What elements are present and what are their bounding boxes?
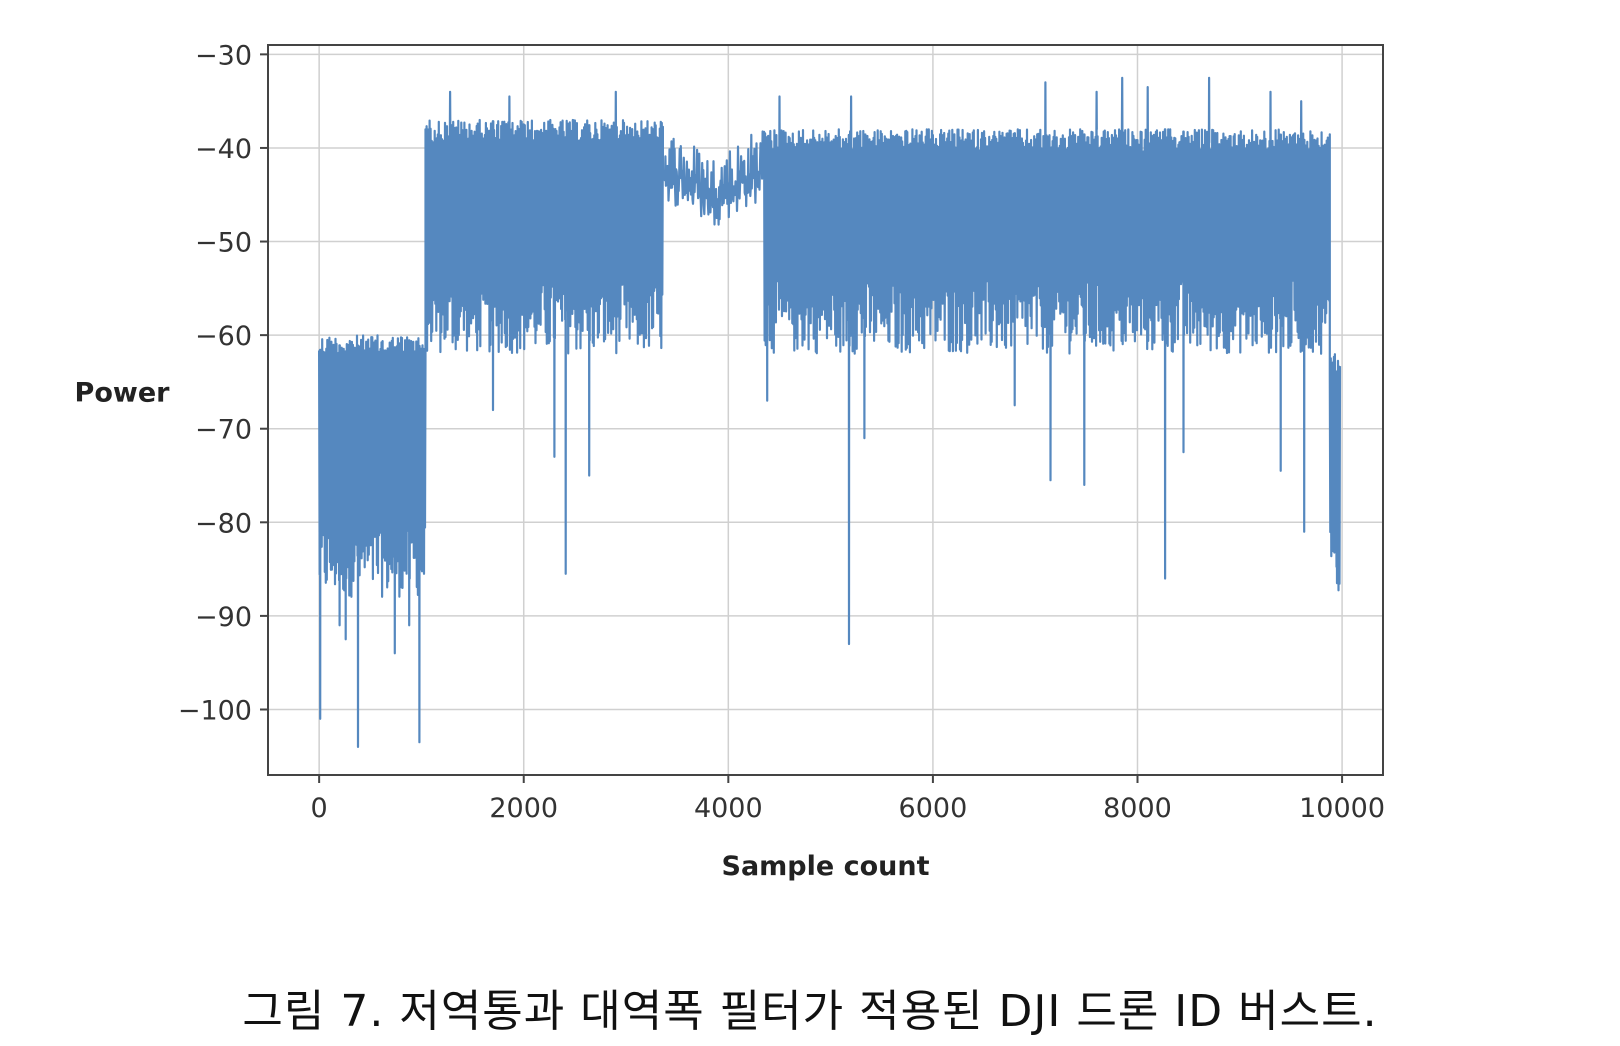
y-tick-label: −40 (195, 134, 252, 165)
x-tick-label: 10000 (1299, 793, 1385, 824)
x-axis-label: Sample count (722, 851, 930, 882)
power-line (318, 76, 1342, 748)
x-axis-ticks: 0 2000 4000 6000 8000 10000 (311, 775, 1385, 824)
y-tick-label: −100 (178, 695, 252, 726)
x-tick-label: 2000 (489, 793, 558, 824)
grid (268, 45, 1383, 775)
y-axis-label: Power (75, 377, 171, 408)
y-tick-label: −90 (195, 602, 252, 633)
y-axis-ticks: −30 −40 −50 −60 −70 −80 −90 −100 (178, 40, 268, 726)
y-tick-label: −60 (195, 321, 252, 352)
series-power (318, 76, 1342, 748)
y-tick-label: −50 (195, 228, 252, 259)
x-tick-label: 6000 (899, 793, 968, 824)
x-tick-label: 0 (311, 793, 328, 824)
y-tick-label: −80 (195, 508, 252, 539)
plot-frame (267, 44, 1384, 776)
chart: 0 2000 4000 6000 8000 10000 −30 −40 −50 −60 −70 −8… (75, 40, 1385, 882)
x-tick-label: 4000 (694, 793, 763, 824)
figure-caption: 그림 7. 저역통과 대역폭 필터가 적용된 DJI 드론 ID 버스트. (242, 986, 1378, 1037)
y-tick-label: −70 (195, 415, 252, 446)
y-tick-label: −30 (195, 40, 252, 71)
x-tick-label: 8000 (1103, 793, 1172, 824)
